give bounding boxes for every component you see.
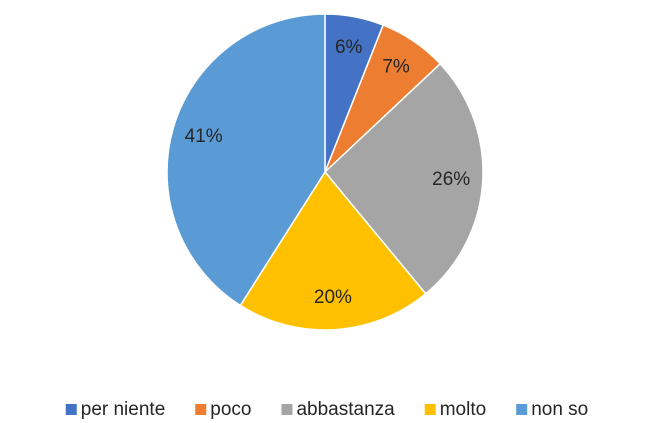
legend: per niente poco abbastanza molto non so xyxy=(65,399,588,420)
legend-label: poco xyxy=(210,399,251,420)
data-label: 20% xyxy=(314,287,352,308)
legend-label: non so xyxy=(531,399,588,420)
legend-label: per niente xyxy=(81,399,166,420)
data-label: 7% xyxy=(382,56,410,77)
pie-slice xyxy=(323,62,484,295)
legend-label: molto xyxy=(440,399,486,420)
data-label: 41% xyxy=(185,126,223,147)
legend-swatch xyxy=(424,404,436,415)
legend-swatch xyxy=(516,404,528,415)
pie-slice xyxy=(239,170,427,331)
data-label: 6% xyxy=(335,37,363,58)
legend-swatch xyxy=(65,404,77,415)
legend-swatch xyxy=(281,404,293,415)
legend-label: abbastanza xyxy=(296,399,395,420)
pie-slice xyxy=(166,13,326,307)
data-label: 26% xyxy=(432,169,470,190)
legend-swatch xyxy=(195,404,207,415)
